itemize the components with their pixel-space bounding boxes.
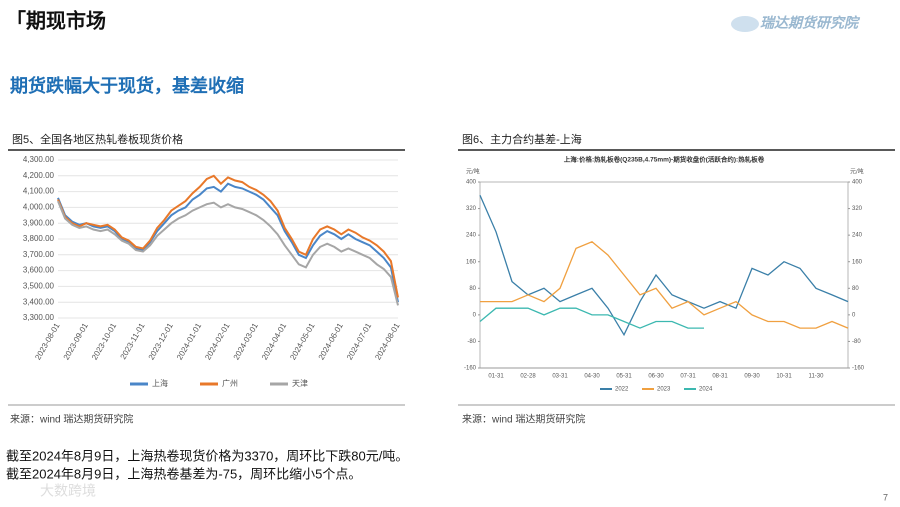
x-tick-label: 02-28 xyxy=(520,374,536,380)
legend-label: 上海 xyxy=(152,378,168,388)
y-tick-label: 3,900.00 xyxy=(23,218,55,227)
bracket: 「 xyxy=(6,8,26,32)
series-line xyxy=(480,241,849,329)
y2-tick-label: 80 xyxy=(852,286,859,292)
x-tick-label: 07-31 xyxy=(680,374,696,380)
x-tick-label: 2024-03-01 xyxy=(232,321,261,361)
x-tick-label: 2023-08-01 xyxy=(33,321,62,361)
x-tick-label: 2024-04-01 xyxy=(260,321,289,361)
source: 来源：wind 瑞达期货研究院 xyxy=(10,413,133,426)
legend-label: 广州 xyxy=(222,378,238,388)
legend-label: 2024 xyxy=(699,387,713,393)
x-tick-label: 2024-08-01 xyxy=(373,321,402,361)
page-number: 7 xyxy=(883,492,888,502)
x-tick-label: 2024-01-01 xyxy=(175,321,204,361)
x-tick-label: 2023-09-01 xyxy=(62,321,91,361)
x-tick-label: 2023-10-01 xyxy=(90,321,119,361)
y-tick-label: 400 xyxy=(466,180,477,186)
y-tick-label: 3,600.00 xyxy=(23,266,55,275)
plot-frame xyxy=(479,181,849,369)
source: 来源：wind 瑞达期货研究院 xyxy=(462,413,585,426)
y2-tick-label: 400 xyxy=(852,180,863,186)
watermark: 大数跨境 xyxy=(40,483,96,499)
logo-icon xyxy=(731,16,759,32)
y-tick-label: -80 xyxy=(467,339,476,345)
chart-title: 上海:价格:热轧板卷(Q235B,4.75mm)-期货收盘价(活跃合约):热轧板… xyxy=(564,155,765,164)
y-tick-label: 80 xyxy=(469,286,476,292)
header-title: 期现市场 xyxy=(26,8,106,32)
y2-tick-label: 240 xyxy=(852,233,863,239)
x-tick-label: 2023-12-01 xyxy=(147,321,176,361)
y-axis-label: 元/吨 xyxy=(466,168,480,176)
x-tick-label: 09-30 xyxy=(744,374,760,380)
figure-caption: 图6、主力合约基差-上海 xyxy=(462,132,582,146)
logo: 瑞达期货研究院 xyxy=(760,15,861,31)
series-line xyxy=(57,174,399,298)
y-tick-label: 3,400.00 xyxy=(23,297,55,306)
x-tick-label: 2024-06-01 xyxy=(317,321,346,361)
y-tick-label: 4,200.00 xyxy=(23,171,55,180)
x-tick-label: 2024-07-01 xyxy=(345,321,374,361)
y-tick-label: 0 xyxy=(473,312,477,318)
subtitle: 期货跌幅大于现货，基差收缩 xyxy=(10,75,244,96)
note: 截至2024年8月9日，上海热卷现货价格为3370，周环比下跌80元/吨。 xyxy=(6,448,408,463)
series-line xyxy=(479,307,704,329)
y-tick-label: 240 xyxy=(466,233,477,239)
y-tick-label: 4,000.00 xyxy=(23,203,55,212)
y2-tick-label: 160 xyxy=(852,259,863,265)
legend-label: 2023 xyxy=(657,387,671,393)
y-tick-label: 3,700.00 xyxy=(23,250,55,259)
y2-tick-label: -80 xyxy=(852,339,861,345)
y-tick-label: 3,800.00 xyxy=(23,234,55,243)
figure-caption: 图5、全国各地区热轧卷板现货价格 xyxy=(12,132,183,146)
x-tick-label: 05-31 xyxy=(616,374,632,380)
note: 截至2024年8月9日，上海热卷基差为-75，周环比缩小5个点。 xyxy=(6,466,361,481)
x-tick-label: 08-31 xyxy=(712,374,728,380)
y-tick-label: 3,500.00 xyxy=(23,282,55,291)
y2-axis-label: 元/吨 xyxy=(850,168,864,176)
y-tick-label: 3,300.00 xyxy=(23,313,55,322)
legend-label: 2022 xyxy=(615,387,629,393)
y2-tick-label: 0 xyxy=(852,312,856,318)
x-tick-label: 2023-11-01 xyxy=(119,321,147,361)
x-tick-label: 11-30 xyxy=(809,374,825,380)
x-tick-label: 04-30 xyxy=(584,374,600,380)
x-tick-label: 03-31 xyxy=(552,374,568,380)
x-tick-label: 2024-05-01 xyxy=(288,321,317,361)
x-tick-label: 06-30 xyxy=(648,374,664,380)
legend-label: 天津 xyxy=(292,378,308,388)
series-line xyxy=(57,200,399,306)
y-tick-label: 4,300.00 xyxy=(23,155,55,164)
y2-tick-label: 320 xyxy=(852,206,863,212)
y-tick-label: 160 xyxy=(466,259,477,265)
y-tick-label: 4,100.00 xyxy=(23,187,55,196)
x-tick-label: 2024-02-01 xyxy=(203,321,232,361)
series-line xyxy=(479,195,849,337)
x-tick-label: 01-31 xyxy=(488,374,504,380)
series-line xyxy=(57,182,399,303)
y2-tick-label: -160 xyxy=(852,366,865,372)
y-tick-label: 320 xyxy=(466,206,477,212)
x-tick-label: 10-31 xyxy=(776,374,792,380)
y-tick-label: -160 xyxy=(464,366,477,372)
